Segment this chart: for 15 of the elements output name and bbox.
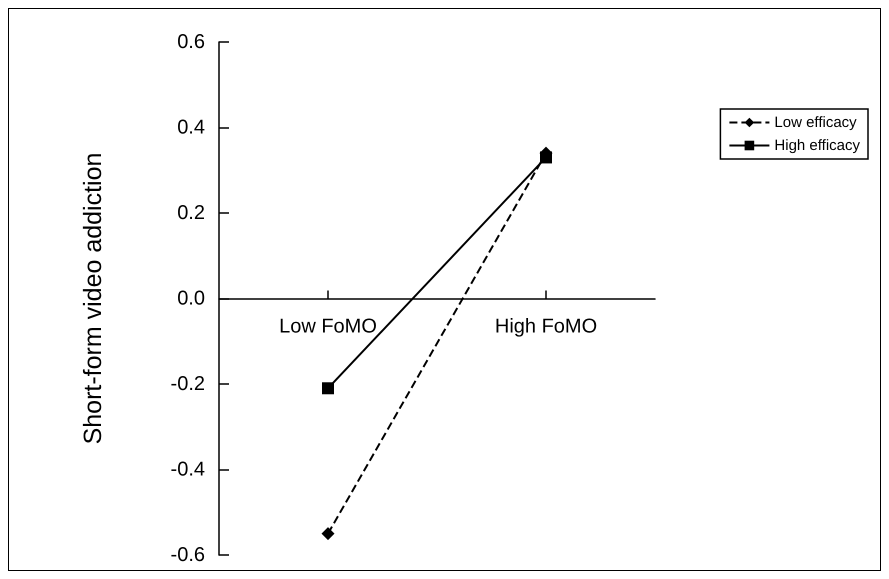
legend-label: High efficacy [774, 137, 860, 154]
x-tick-label: Low FoMO [279, 316, 377, 338]
y-tick-label: -0.2 [170, 373, 205, 395]
y-tick-label: -0.4 [170, 458, 205, 480]
legend-label: Low efficacy [774, 114, 858, 131]
y-tick-label: -0.6 [170, 544, 205, 566]
point [322, 527, 334, 540]
y-tick-label: 0.0 [177, 288, 205, 310]
y-tick-label: 0.2 [177, 202, 205, 224]
point [322, 382, 334, 394]
point [540, 151, 552, 164]
y-tick-label: 0.6 [177, 31, 205, 53]
y-axis-title: Short-form video addiction [79, 152, 107, 444]
y-tick-label: 0.4 [177, 116, 205, 138]
x-tick-label: High FoMO [494, 316, 598, 338]
